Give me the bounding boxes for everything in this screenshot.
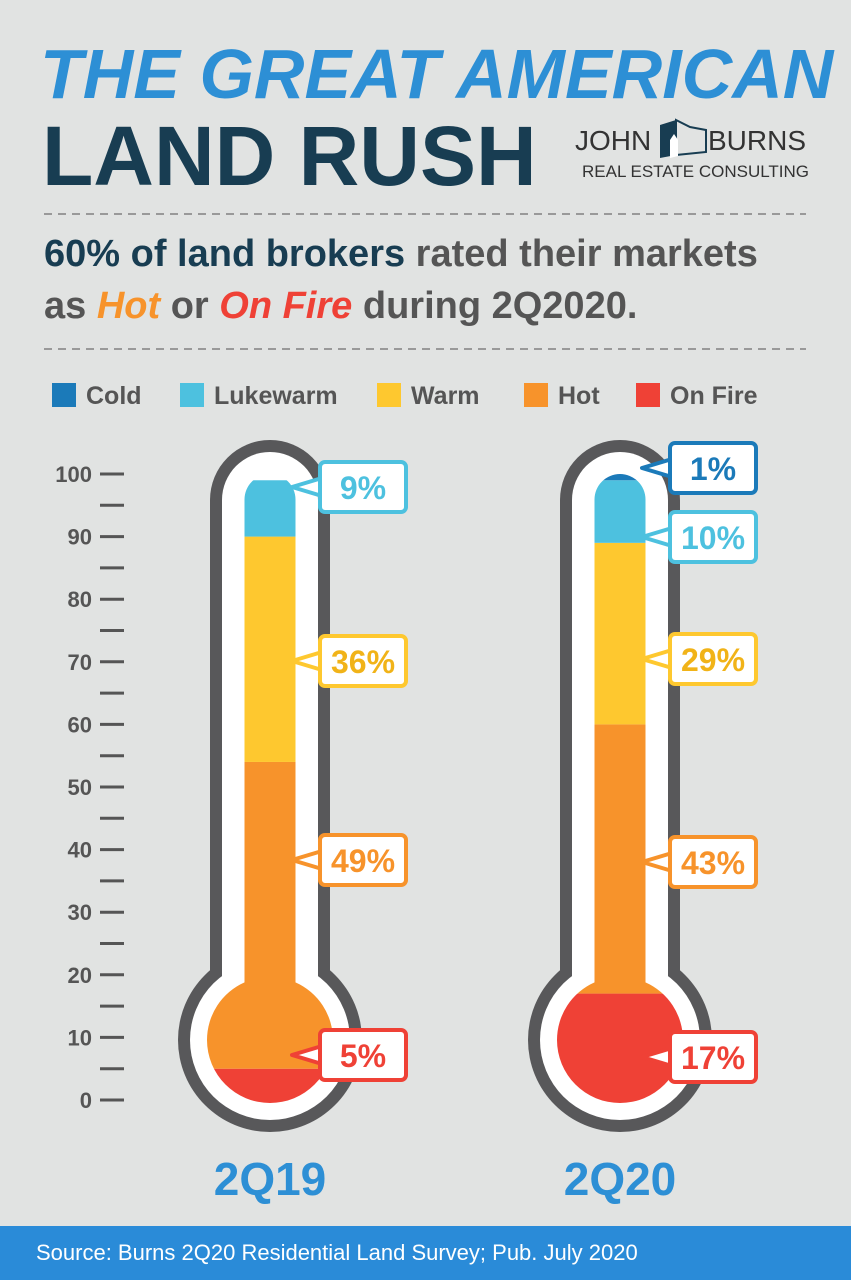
title-line2: LAND RUSH — [42, 109, 537, 203]
logo-tagline: REAL ESTATE CONSULTING — [582, 162, 809, 181]
title-line1: THE GREAT AMERICAN — [40, 35, 835, 113]
y-tick-label: 50 — [68, 775, 92, 800]
thermometer-2Q19: 5% 49% 36% 9% 2Q19 — [178, 440, 408, 1205]
y-tick-label: 70 — [68, 650, 92, 675]
john-burns-logo: JOHN BURNS REAL ESTATE CONSULTING — [575, 118, 809, 181]
logo-building-icon — [660, 118, 707, 158]
y-axis: 0 10 20 30 40 50 60 70 80 90 100 — [55, 462, 124, 1113]
callout-value: 49% — [331, 843, 395, 879]
legend-swatch-lukewarm — [180, 383, 204, 407]
category-label: 2Q20 — [564, 1153, 677, 1205]
thermometer-2Q20: 17% 43% 29% 10% 1% 2Q20 — [528, 440, 758, 1205]
footer-bar — [0, 1226, 851, 1280]
y-tick-label: 90 — [68, 525, 92, 550]
callout-value: 29% — [681, 642, 745, 678]
callout-value: 5% — [340, 1038, 386, 1074]
callout-warm: 29% — [640, 632, 758, 686]
callout-on-fire: 5% — [290, 1028, 408, 1082]
callout-value: 9% — [340, 470, 386, 506]
legend: Cold Lukewarm Warm Hot On Fire — [52, 382, 758, 410]
legend-swatch-warm — [377, 383, 401, 407]
legend-swatch-cold — [52, 383, 76, 407]
legend-label: Warm — [411, 382, 480, 410]
segment-cold — [557, 474, 683, 481]
callout-cold: 1% — [640, 441, 758, 495]
y-tick-label: 40 — [68, 838, 92, 863]
callout-on-fire: 17% — [640, 1030, 758, 1084]
callout-value: 36% — [331, 644, 395, 680]
legend-label: Cold — [86, 382, 142, 410]
headline-line2: as Hot or On Fire during 2Q2020. — [44, 285, 637, 327]
segment-on-fire — [557, 993, 683, 1103]
y-tick-label: 100 — [55, 462, 92, 487]
legend-swatch-on-fire — [636, 383, 660, 407]
thermometers: 5% 49% 36% 9% 2Q19 17% 43% 29% 10% 1% 2Q20 — [178, 440, 758, 1205]
legend-swatch-hot — [524, 383, 548, 407]
y-tick-label: 0 — [80, 1088, 92, 1113]
legend-label: On Fire — [670, 382, 758, 410]
callout-lukewarm: 9% — [290, 460, 408, 514]
callout-warm: 36% — [290, 634, 408, 688]
y-tick-label: 60 — [68, 712, 92, 737]
callout-value: 43% — [681, 845, 745, 881]
callout-value: 10% — [681, 520, 745, 556]
legend-label: Lukewarm — [214, 382, 338, 410]
y-tick-label: 80 — [68, 587, 92, 612]
legend-label: Hot — [558, 382, 600, 410]
logo-john: JOHN — [575, 125, 651, 156]
y-tick-label: 10 — [68, 1025, 92, 1050]
callout-hot: 49% — [290, 833, 408, 887]
callout-hot: 43% — [640, 835, 758, 889]
logo-burns: BURNS — [708, 125, 806, 156]
callout-value: 17% — [681, 1040, 745, 1076]
source-text: Source: Burns 2Q20 Residential Land Surv… — [36, 1240, 638, 1265]
y-tick-label: 20 — [68, 963, 92, 988]
callout-lukewarm: 10% — [640, 510, 758, 564]
y-tick-label: 30 — [68, 900, 92, 925]
category-label: 2Q19 — [214, 1153, 327, 1205]
headline-line1: 60% of land brokers rated their markets — [44, 233, 758, 275]
callout-value: 1% — [690, 451, 736, 487]
